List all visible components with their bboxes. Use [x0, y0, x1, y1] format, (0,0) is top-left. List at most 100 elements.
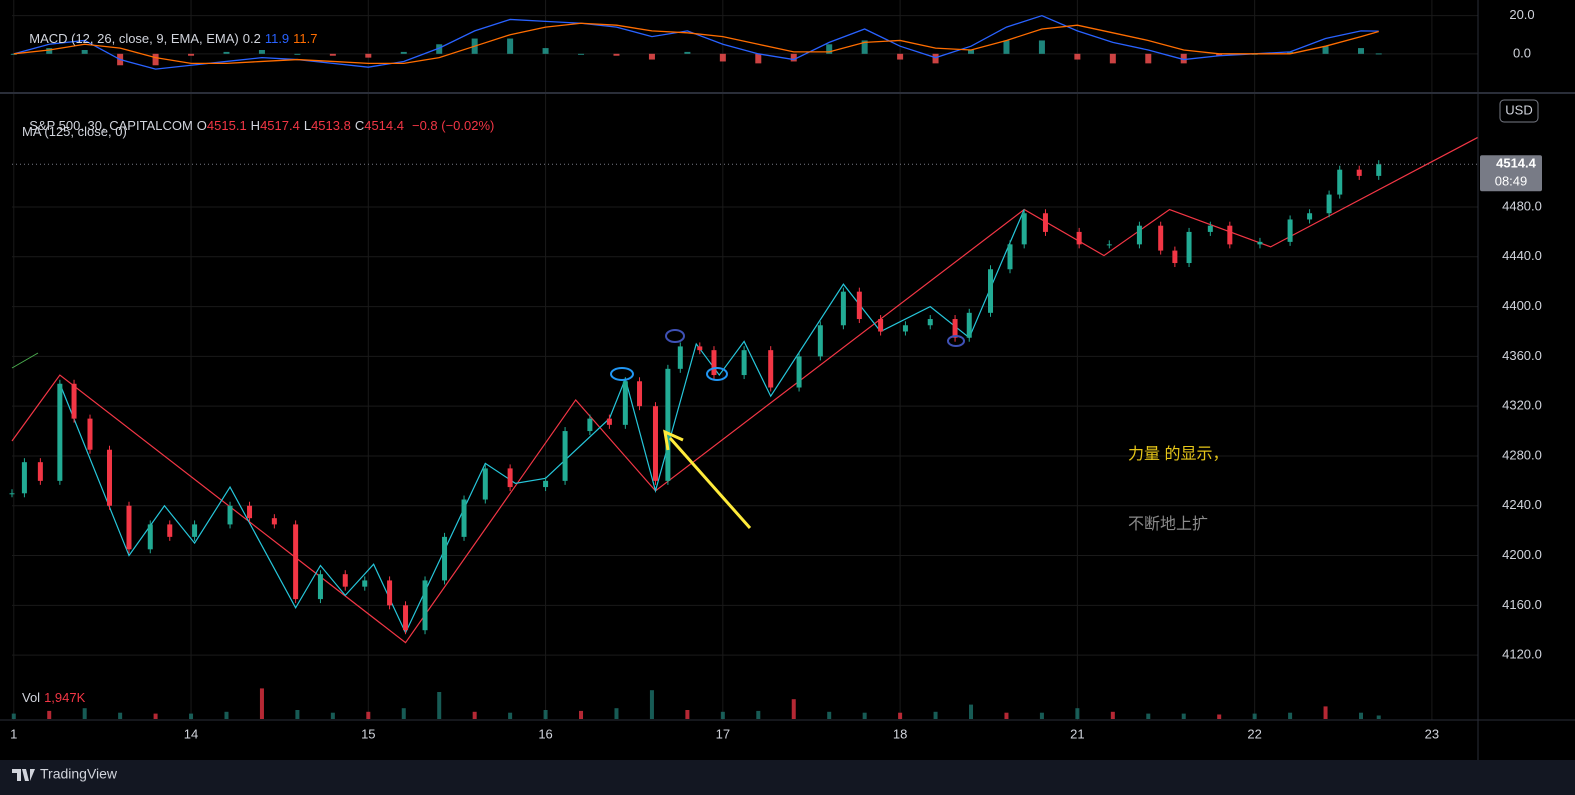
- macd-histogram-bar: [578, 53, 585, 55]
- candle: [665, 368, 671, 481]
- candle: [878, 319, 884, 332]
- candle: [768, 350, 774, 388]
- macd-histogram-bar: [648, 53, 655, 60]
- y-tick-label: 4320.0: [1502, 398, 1542, 413]
- macd-legend: MACD (12, 26, close, 9, EMA, EMA) 0.2 11.9…: [22, 16, 322, 46]
- candle: [1106, 244, 1112, 246]
- volume-bar: [472, 711, 477, 719]
- brand[interactable]: TradingView: [40, 766, 118, 782]
- macd-histogram-bar: [436, 44, 443, 54]
- candle: [21, 462, 27, 494]
- y-tick-label: 4160.0: [1502, 597, 1542, 612]
- candle: [1007, 244, 1013, 270]
- volume-bar: [649, 690, 654, 719]
- macd-histogram-bar: [826, 44, 833, 54]
- macd-histogram-bar: [1375, 53, 1382, 55]
- zigzag-line: [11, 136, 1479, 644]
- volume-bar: [862, 712, 867, 719]
- candle: [840, 291, 846, 326]
- candle: [1136, 225, 1142, 245]
- candle: [1158, 225, 1164, 251]
- ohlc-value: 4513.8: [311, 118, 351, 133]
- macd-histogram-bar: [507, 38, 514, 54]
- annotation: 力量 的显示，: [1128, 445, 1228, 463]
- volume-bar: [1039, 712, 1044, 719]
- macd-histogram-bar: [1003, 40, 1010, 54]
- x-tick-label: 15: [361, 726, 375, 741]
- macd-histogram-bar: [861, 40, 868, 54]
- candle: [317, 574, 323, 600]
- highlight-ellipse: [665, 329, 685, 343]
- candle: [1376, 164, 1382, 176]
- macd-histogram-bar: [400, 51, 407, 54]
- volume-bar: [1146, 713, 1151, 719]
- symbol: S&P 500, 30, CAPITALCOM: [29, 118, 193, 133]
- candle: [403, 605, 409, 631]
- volume-bar: [366, 711, 371, 719]
- macd-histogram-bar: [755, 53, 762, 64]
- x-tick-label: 22: [1247, 726, 1261, 741]
- candle: [902, 325, 908, 332]
- macd-histogram-bar: [1322, 46, 1329, 54]
- candle: [9, 493, 15, 495]
- x-tick-label: 21: [1070, 726, 1084, 741]
- candle: [57, 383, 63, 481]
- volume-bar: [1288, 712, 1293, 719]
- volume-bar: [720, 711, 725, 719]
- candle: [1356, 169, 1362, 176]
- macd-histogram-bar: [81, 50, 88, 54]
- volume-bar: [1376, 715, 1381, 719]
- candle: [711, 350, 717, 376]
- candle: [362, 580, 368, 587]
- chart-background: [0, 0, 1575, 760]
- volume-bar: [756, 710, 761, 719]
- volume-bar: [189, 713, 194, 719]
- volume-bar: [437, 692, 442, 719]
- volume-bar: [118, 712, 123, 719]
- candle: [1337, 169, 1343, 195]
- ohlc-value: 4514.4: [364, 118, 404, 133]
- macd-histogram-bar: [1287, 51, 1294, 54]
- arrow: [668, 437, 752, 529]
- volume-bar: [330, 712, 335, 719]
- macd-title: MACD (12, 26, close, 9, EMA, EMA): [29, 31, 239, 46]
- macd-histogram-bar: [968, 50, 975, 54]
- y-tick-label: 4360.0: [1502, 348, 1542, 363]
- volume-bar: [969, 704, 974, 719]
- indicator-legend: MA (125, close, 0): [22, 124, 131, 139]
- volume-last: 1,947K: [44, 690, 86, 705]
- volume-bar: [153, 713, 158, 719]
- countdown-label: 08:49: [1495, 174, 1528, 189]
- volume-bar: [295, 710, 300, 719]
- volume-bar: [1110, 711, 1115, 719]
- arrow-head: [663, 429, 684, 451]
- x-tick-label: 1: [10, 726, 17, 741]
- candle: [271, 518, 277, 525]
- y-tick-label: 4400.0: [1502, 298, 1542, 313]
- candle: [342, 574, 348, 587]
- candle: [562, 431, 568, 481]
- candle: [637, 381, 643, 407]
- y-tick-label: 20.0: [1509, 7, 1534, 22]
- volume-title: Vol: [22, 690, 41, 705]
- y-tick-label: 4200.0: [1502, 547, 1542, 562]
- ohlc-label: O: [196, 118, 207, 133]
- currency[interactable]: USD: [1505, 102, 1532, 117]
- candle: [741, 350, 747, 376]
- candle: [817, 325, 823, 357]
- candle: [952, 319, 958, 338]
- volume-legend: Vol 1,947K: [22, 690, 89, 705]
- y-tick-label: 0.0: [1513, 45, 1531, 60]
- candle: [422, 580, 428, 631]
- candle: [927, 319, 933, 326]
- volume-bar: [579, 710, 584, 719]
- candle: [543, 480, 549, 488]
- macd-histogram-bar: [684, 51, 691, 54]
- macd-histogram-bar: [542, 48, 549, 54]
- brand-logo[interactable]: [12, 769, 35, 781]
- ohlc: O4515.1 H4517.4 L4513.8 C4514.4: [197, 118, 408, 133]
- candle: [796, 356, 802, 388]
- candle: [697, 346, 703, 351]
- currency-box[interactable]: [1499, 99, 1539, 123]
- y-tick-label: 4440.0: [1502, 248, 1542, 263]
